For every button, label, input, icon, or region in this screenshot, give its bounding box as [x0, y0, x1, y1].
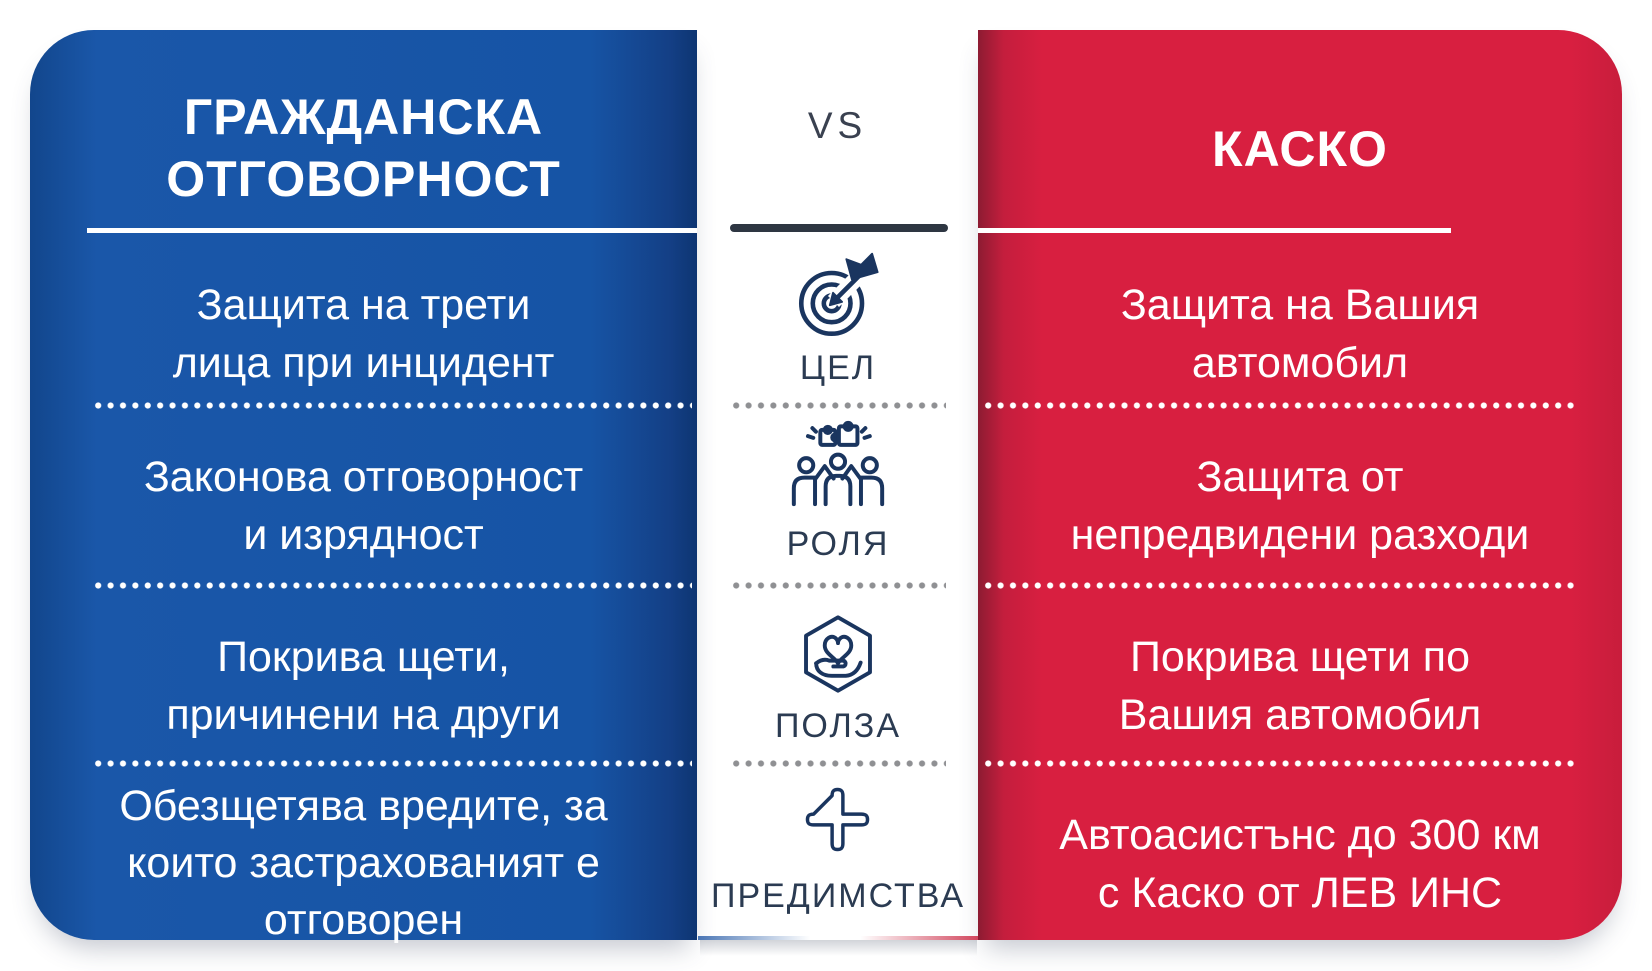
left-row-benefit: Покрива щети, причинени на други — [166, 633, 561, 739]
vs-label: VS — [807, 105, 868, 146]
hand-heart-icon — [799, 611, 877, 697]
right-panel-title: КАСКО — [1212, 121, 1388, 177]
section-label-goal: ЦЕЛ — [799, 349, 877, 387]
section-label-advantages: ПРЕДИМСТВА — [711, 877, 965, 915]
dotted-divider — [92, 582, 692, 589]
left-row-goal: Защита на трети лица при инцидент — [172, 281, 555, 387]
dotted-divider — [730, 760, 946, 767]
target-arrow-icon — [793, 250, 885, 342]
center-divider-line — [730, 224, 948, 232]
dotted-divider — [92, 760, 692, 767]
dotted-divider — [982, 582, 1576, 589]
dotted-divider — [730, 402, 946, 409]
left-row-role: Законова отговорност и изрядност — [143, 453, 584, 559]
dotted-divider — [92, 402, 692, 409]
dotted-divider — [982, 760, 1576, 767]
left-row-advantage: Обезщетява вредите, за които застрахован… — [119, 782, 608, 944]
section-label-benefit: ПОЛЗА — [774, 707, 902, 745]
strip-bottom-accent-line — [698, 936, 978, 940]
strip-bottom-shadow — [700, 940, 977, 956]
section-label-role: РОЛЯ — [786, 525, 890, 563]
left-panel-title: ГРАЖДАНСКА ОТГОВОРНОСТ — [166, 89, 561, 207]
right-panel-kasko: КАСКО Защита на Вашия автомобил Защита о… — [978, 30, 1622, 940]
left-title-underline — [87, 228, 697, 233]
right-row-advantage: Автоасистънс до 300 км с Каско от ЛЕВ ИН… — [1059, 811, 1541, 917]
right-title-underline — [978, 228, 1451, 233]
right-row-goal: Защита на Вашия автомобил — [1120, 281, 1480, 387]
right-row-role: Защита от непредвидени разходи — [1070, 453, 1530, 559]
dotted-divider — [730, 582, 946, 589]
plus-icon — [799, 781, 876, 858]
right-row-benefit: Покрива щети по Вашия автомобил — [1118, 633, 1482, 739]
left-panel-grazhdanska-otgovornost: ГРАЖДАНСКА ОТГОВОРНОСТ Защита на трети л… — [30, 30, 697, 944]
dotted-divider — [982, 402, 1576, 409]
team-puzzle-icon — [785, 420, 891, 514]
